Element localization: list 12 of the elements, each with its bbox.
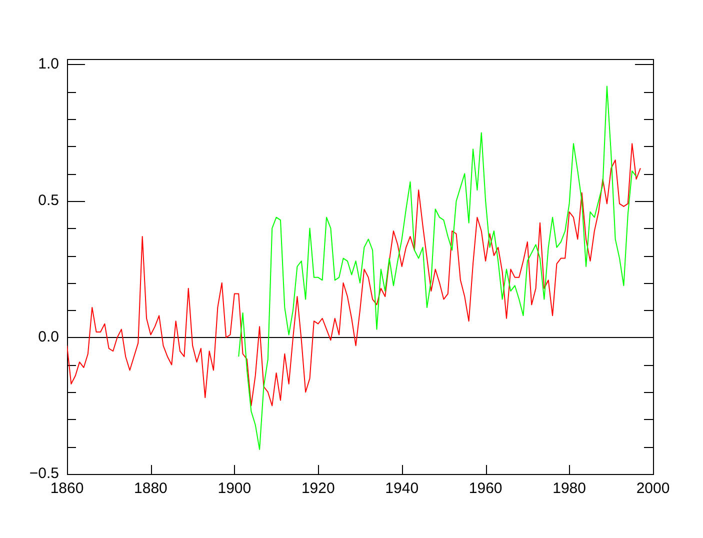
x-tick-label: 1960 bbox=[468, 480, 502, 498]
x-tick-label: 2000 bbox=[636, 480, 670, 498]
x-tick-label: 1900 bbox=[218, 480, 252, 498]
x-tick-label: 1860 bbox=[50, 480, 84, 498]
y-tick-label: −0.5 bbox=[29, 465, 59, 482]
x-tick-label: 1940 bbox=[385, 480, 419, 498]
x-tick-label: 1880 bbox=[134, 480, 168, 498]
y-tick-label: 0.5 bbox=[38, 192, 59, 210]
y-tick-label: 1.0 bbox=[38, 56, 59, 73]
x-tick-label: 1980 bbox=[552, 480, 586, 498]
x-tick-label: 1920 bbox=[301, 480, 335, 498]
y-tick-label: 0.0 bbox=[38, 328, 59, 346]
